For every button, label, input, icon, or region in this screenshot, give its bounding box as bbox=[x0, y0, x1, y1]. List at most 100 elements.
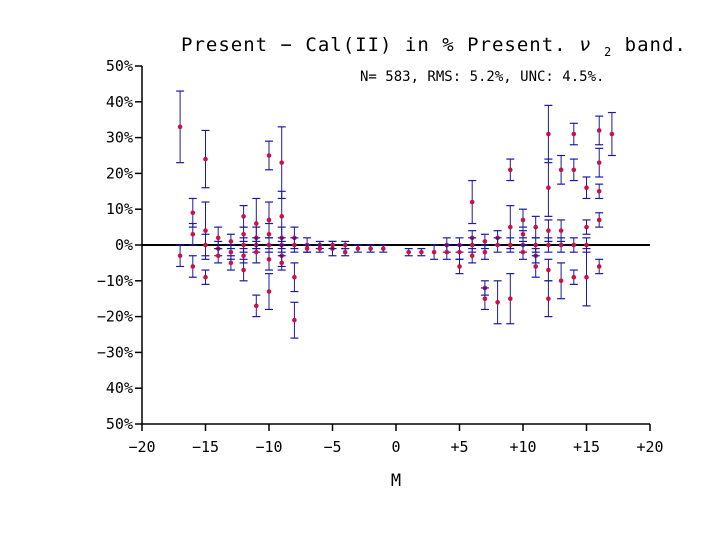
data-point bbox=[241, 214, 246, 219]
data-point bbox=[292, 274, 297, 280]
data-point bbox=[190, 210, 196, 216]
data-point bbox=[508, 224, 513, 230]
data-point bbox=[317, 246, 323, 251]
data-point bbox=[596, 189, 602, 194]
y-tick-label: −20% bbox=[97, 308, 133, 326]
data-point bbox=[482, 249, 488, 255]
data-point bbox=[495, 299, 500, 305]
data-point bbox=[584, 242, 589, 248]
data-point bbox=[228, 260, 234, 266]
data-point bbox=[266, 257, 272, 262]
data-point bbox=[558, 278, 564, 284]
data-point bbox=[546, 185, 551, 191]
data-point bbox=[190, 264, 196, 269]
x-tick-label: 0 bbox=[391, 438, 400, 456]
data-point bbox=[368, 246, 373, 251]
x-tick-label: −15 bbox=[192, 438, 219, 456]
data-point bbox=[266, 242, 272, 248]
data-point bbox=[571, 242, 577, 248]
data-point bbox=[457, 264, 462, 269]
data-point bbox=[190, 231, 196, 237]
data-point bbox=[203, 274, 208, 280]
data-point bbox=[596, 264, 602, 269]
data-point bbox=[228, 249, 234, 255]
x-tick-label: +20 bbox=[636, 438, 663, 456]
x-tick-label: −20 bbox=[128, 438, 155, 456]
data-point bbox=[266, 231, 272, 237]
data-point bbox=[266, 217, 272, 223]
data-point bbox=[177, 253, 183, 259]
data-point bbox=[266, 289, 272, 294]
data-point bbox=[584, 224, 589, 230]
data-point bbox=[546, 228, 551, 233]
data-point bbox=[342, 249, 348, 255]
data-point bbox=[520, 249, 526, 255]
data-point bbox=[482, 239, 488, 244]
data-point bbox=[228, 239, 234, 244]
y-tick-label: 40% bbox=[106, 93, 133, 111]
data-point bbox=[177, 124, 183, 130]
data-point bbox=[381, 246, 386, 251]
data-point bbox=[266, 153, 272, 158]
data-point bbox=[330, 242, 335, 248]
y-tick-label: 40% bbox=[106, 379, 133, 397]
data-point bbox=[533, 224, 538, 230]
x-tick-label: +5 bbox=[450, 438, 468, 456]
data-point bbox=[546, 131, 551, 137]
data-point bbox=[482, 296, 488, 302]
data-point bbox=[584, 274, 589, 280]
data-point bbox=[546, 242, 551, 248]
data-point bbox=[546, 267, 551, 273]
data-point bbox=[520, 231, 526, 237]
chart-title-main: Present − Cal(II) in % Present. bbox=[181, 34, 567, 56]
y-tick-label: 10% bbox=[106, 200, 133, 218]
data-point bbox=[279, 214, 285, 219]
data-point bbox=[469, 242, 475, 248]
data-point bbox=[241, 253, 246, 259]
data-point bbox=[431, 249, 437, 255]
y-tick-label: −10% bbox=[97, 272, 133, 290]
chart-title: Present − Cal(II) in % Present. ν 2 band… bbox=[181, 34, 687, 61]
x-tick-label: +10 bbox=[509, 438, 536, 456]
data-point bbox=[215, 253, 221, 259]
data-point bbox=[520, 217, 526, 223]
data-point bbox=[241, 267, 246, 273]
chart-title-subscript: 2 bbox=[604, 45, 612, 59]
data-point bbox=[558, 242, 564, 248]
data-point bbox=[203, 156, 208, 162]
x-tick-label: −5 bbox=[323, 438, 341, 456]
data-point bbox=[508, 296, 513, 302]
data-point bbox=[406, 249, 412, 255]
y-tick-label: 30% bbox=[106, 129, 133, 147]
data-point bbox=[596, 217, 602, 223]
data-point bbox=[419, 249, 424, 255]
y-tick-label: 50% bbox=[106, 415, 133, 433]
data-point bbox=[241, 231, 246, 237]
data-point bbox=[495, 242, 500, 248]
data-point bbox=[342, 242, 348, 248]
y-tick-label: 0% bbox=[115, 236, 133, 254]
data-point bbox=[203, 228, 208, 233]
data-point bbox=[241, 242, 246, 248]
data-point bbox=[215, 235, 221, 241]
data-point bbox=[292, 242, 297, 248]
chart-title-nu: ν bbox=[579, 34, 591, 56]
x-axis-label: M bbox=[391, 471, 401, 491]
data-point bbox=[279, 260, 285, 266]
data-point bbox=[546, 296, 551, 302]
data-point bbox=[609, 131, 615, 137]
data-point bbox=[292, 317, 297, 323]
data-point bbox=[571, 131, 577, 137]
y-tick-label: 50% bbox=[106, 57, 133, 75]
data-point bbox=[596, 160, 602, 165]
y-tick-label: −30% bbox=[97, 343, 133, 361]
data-point bbox=[469, 199, 475, 205]
data-point bbox=[355, 246, 361, 251]
data-point bbox=[203, 242, 208, 248]
data-point bbox=[533, 242, 538, 248]
x-tick-label: −10 bbox=[255, 438, 282, 456]
data-point bbox=[596, 128, 602, 133]
data-point bbox=[508, 167, 513, 173]
